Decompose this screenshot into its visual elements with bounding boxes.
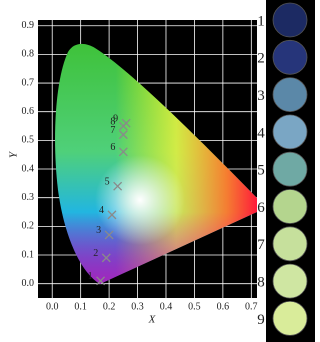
y-tick-label: 0.4	[22, 163, 35, 174]
sample-photo	[272, 300, 308, 336]
point-marker	[118, 130, 128, 140]
y-tick-label: 0.0	[22, 278, 35, 289]
sample-photo	[272, 77, 308, 112]
point-marker	[96, 276, 106, 286]
y-tick-label: 0.8	[22, 49, 35, 60]
x-tick-label: 0.7	[245, 301, 258, 312]
sample-label: 7	[257, 237, 265, 253]
point-label: 9	[113, 113, 118, 124]
x-tick-label: 0.5	[188, 301, 201, 312]
y-tick-label: 0.1	[22, 249, 35, 260]
point-label: 4	[99, 205, 104, 216]
point-label: 8	[110, 116, 115, 127]
x-tick-label: 0.3	[131, 301, 144, 312]
sample-label: 9	[257, 312, 265, 328]
y-tick-label: 0.6	[22, 106, 35, 117]
sample-photo	[272, 2, 308, 38]
sample-label: 3	[257, 88, 265, 104]
point-marker	[107, 210, 117, 220]
gamut-white	[55, 43, 258, 285]
y-tick-label: 0.3	[22, 192, 35, 203]
x-tick-label: 0.4	[160, 301, 173, 312]
sample-label: 6	[257, 200, 265, 216]
point-label: 7	[110, 125, 115, 136]
sample-photo	[272, 263, 308, 299]
x-tick-label: 0.6	[217, 301, 230, 312]
x-tick-label: 0.0	[46, 301, 59, 312]
sample-photo	[272, 39, 308, 75]
point-label: 5	[105, 177, 110, 188]
point-marker	[118, 147, 128, 157]
x-axis-label: X	[148, 314, 157, 326]
x-tick-label: 0.2	[103, 301, 116, 312]
y-tick-label: 0.2	[22, 221, 35, 232]
sample-photo	[272, 151, 308, 187]
x-tick-label: 0.1	[74, 301, 87, 312]
y-tick-label: 0.5	[22, 135, 35, 146]
point-marker	[113, 181, 123, 191]
sample-label: 4	[257, 125, 265, 141]
y-tick-label: 0.7	[22, 77, 35, 88]
point-label: 6	[110, 142, 115, 153]
point-label: 2	[93, 248, 98, 259]
y-tick-label: 0.9	[22, 20, 35, 31]
sample-label: 5	[257, 163, 265, 179]
gamut	[55, 43, 258, 285]
sample-photo	[272, 114, 308, 150]
sample-photo	[272, 189, 308, 224]
y-axis-label: Y	[8, 150, 20, 158]
sample-label: 2	[257, 51, 265, 67]
point-label: 1	[88, 271, 93, 282]
sample-label: 1	[257, 13, 265, 29]
point-marker	[101, 253, 111, 263]
point-marker	[121, 118, 131, 128]
point-label: 3	[96, 225, 101, 236]
sample-label: 8	[257, 275, 265, 291]
point-marker	[104, 230, 114, 240]
sample-photo	[272, 226, 308, 262]
